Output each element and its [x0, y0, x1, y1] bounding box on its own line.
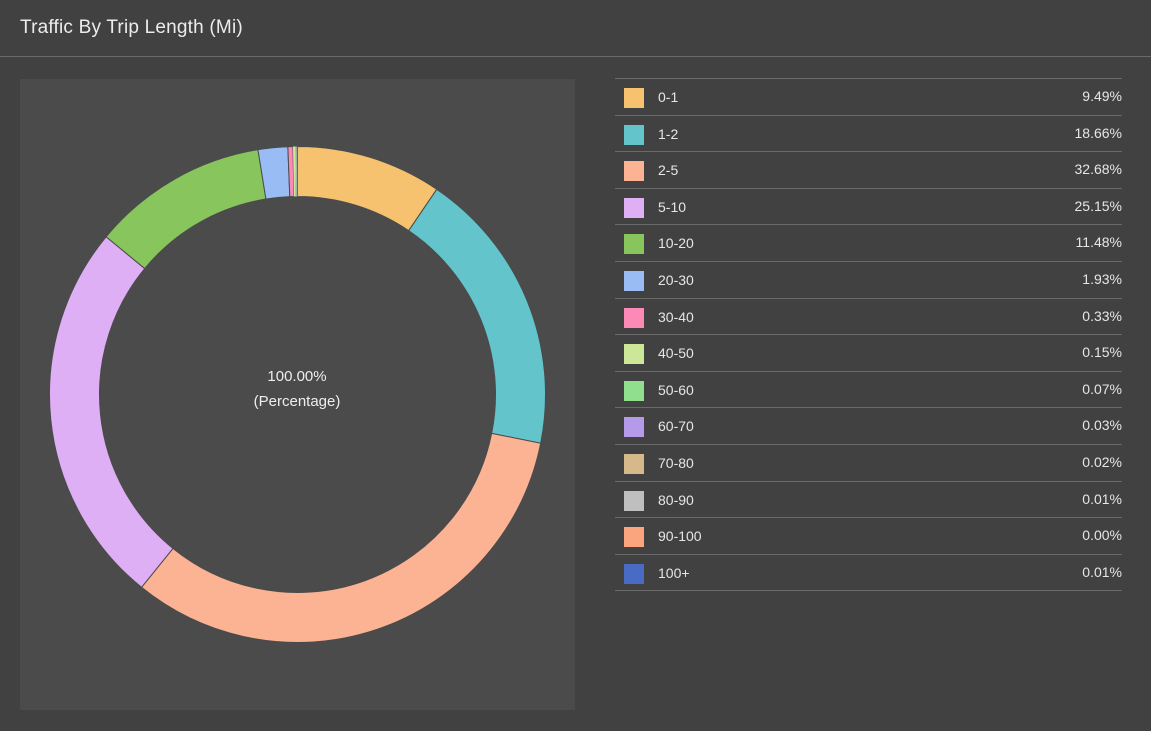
legend-swatch [624, 527, 644, 548]
legend-item[interactable]: 5-10 25.15% [615, 189, 1122, 226]
legend-label: 80-90 [658, 491, 694, 508]
donut-slice-5-10[interactable] [49, 236, 174, 589]
legend-value: 18.66% [1074, 124, 1122, 141]
legend-value: 0.33% [1082, 307, 1122, 324]
donut-slice-0-1[interactable] [297, 145, 438, 232]
legend-label: 60-70 [658, 418, 694, 435]
legend-item[interactable]: 10-20 11.48% [615, 225, 1122, 262]
legend-swatch [624, 124, 644, 145]
legend-swatch [624, 563, 644, 584]
legend-item[interactable]: 2-5 32.68% [615, 152, 1122, 189]
legend-swatch [624, 197, 644, 218]
legend-swatch [624, 453, 644, 474]
legend-swatch [624, 380, 644, 401]
legend-value: 0.03% [1082, 417, 1122, 434]
donut-chart: 100.00% (Percentage) [49, 145, 546, 643]
legend-value: 0.00% [1082, 527, 1122, 544]
legend-item[interactable]: 60-70 0.03% [615, 408, 1122, 445]
legend-label: 0-1 [658, 89, 679, 105]
legend-label: 40-50 [658, 345, 694, 362]
legend-value: 1.93% [1082, 270, 1122, 287]
panel-header: Traffic By Trip Length (Mi) [0, 0, 1151, 57]
legend-item[interactable]: 0-1 9.49% [615, 79, 1122, 116]
legend-label: 20-30 [658, 271, 694, 288]
donut-slice-60-70[interactable] [296, 146, 298, 197]
donut-chart-area: 100.00% (Percentage) [20, 79, 575, 710]
legend-value: 32.68% [1074, 161, 1122, 178]
legend-swatch [624, 344, 644, 365]
legend-label: 5-10 [658, 198, 687, 215]
legend-swatch [624, 307, 644, 328]
legend-value: 0.07% [1082, 380, 1122, 397]
legend-value: 0.02% [1082, 453, 1122, 470]
donut-slice-1-2[interactable] [407, 188, 546, 444]
legend-item[interactable]: 1-2 18.66% [615, 116, 1122, 153]
legend-swatch [624, 270, 644, 291]
legend-label: 1-2 [658, 125, 679, 142]
legend-label: 50-60 [658, 381, 694, 398]
chart-legend: 0-1 9.49% 1-2 18.66% 2-5 32.68% 5-10 25.15% 10-2… [615, 78, 1122, 592]
center-total-label: (Percentage) [254, 393, 341, 410]
legend-label: 2-5 [658, 162, 679, 179]
legend-label: 30-40 [658, 308, 694, 325]
legend-swatch [624, 88, 644, 108]
legend-item[interactable]: 100+ 0.01% [615, 555, 1122, 592]
donut-slices [49, 145, 546, 643]
legend-value: 0.15% [1082, 344, 1122, 361]
legend-label: 70-80 [658, 454, 694, 471]
legend-value: 11.48% [1075, 234, 1122, 251]
legend-item[interactable]: 30-40 0.33% [615, 299, 1122, 336]
legend-label: 90-100 [658, 528, 702, 545]
panel-title: Traffic By Trip Length (Mi) [20, 17, 243, 38]
legend-item[interactable]: 80-90 0.01% [615, 482, 1122, 519]
legend-value: 25.15% [1074, 197, 1122, 214]
legend-swatch [624, 417, 644, 438]
legend-label: 100+ [658, 564, 690, 581]
center-total-value: 100.00% [267, 368, 326, 385]
legend-swatch [624, 490, 644, 511]
legend-item[interactable]: 90-100 0.00% [615, 518, 1122, 555]
legend-swatch [624, 234, 644, 255]
donut-slice-30-40[interactable] [287, 146, 295, 198]
legend-value: 9.49% [1082, 88, 1122, 104]
legend-item[interactable]: 50-60 0.07% [615, 372, 1122, 409]
legend-label: 10-20 [658, 235, 694, 252]
donut-slice-40-50[interactable] [292, 146, 296, 197]
legend-value: 0.01% [1082, 563, 1122, 580]
donut-slice-10-20[interactable] [105, 149, 267, 270]
donut-slice-50-60[interactable] [295, 146, 297, 197]
legend-swatch [624, 161, 644, 182]
donut-slice-2-5[interactable] [140, 432, 542, 643]
legend-item[interactable]: 20-30 1.93% [615, 262, 1122, 299]
legend-item[interactable]: 40-50 0.15% [615, 335, 1122, 372]
legend-value: 0.01% [1082, 490, 1122, 507]
legend-item[interactable]: 70-80 0.02% [615, 445, 1122, 482]
